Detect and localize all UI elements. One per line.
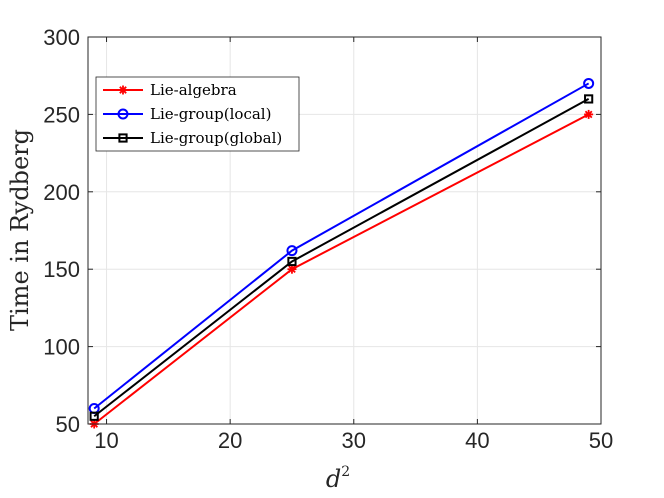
- square-marker: [287, 256, 297, 267]
- series-line: [93, 82, 590, 410]
- square-marker: [584, 94, 594, 104]
- legend-label: Lie-group(local): [150, 105, 271, 123]
- x-tick-label: 50: [589, 428, 613, 453]
- axis-ticks: 10 20 30 40 50 50 100 150 200 250 300: [43, 25, 613, 453]
- asterisk-marker: [287, 264, 297, 274]
- series: [89, 94, 594, 421]
- square-marker: [89, 411, 99, 421]
- asterisk-stroke: [584, 110, 593, 119]
- asterisk-marker: [118, 85, 128, 95]
- circle-marker: [583, 77, 595, 89]
- series: [88, 77, 595, 415]
- plot-frame: [87, 36, 602, 425]
- circle-marker: [286, 245, 298, 257]
- series-line: [93, 98, 590, 418]
- legend-item: Lie-group(global): [103, 129, 282, 147]
- y-tick-label: 300: [43, 25, 80, 50]
- y-tick-label: 50: [56, 412, 80, 437]
- y-tick-label: 200: [43, 180, 80, 205]
- asterisk-marker: [584, 109, 594, 119]
- legend-label: Lie-group(global): [150, 129, 282, 147]
- legend: Lie-algebra Lie-group(local) Lie-group(glo…: [95, 76, 300, 152]
- x-tick-label: 40: [465, 428, 489, 453]
- x-tick-label: 20: [218, 428, 242, 453]
- asterisk-stroke: [119, 86, 127, 94]
- asterisk-stroke: [288, 265, 296, 274]
- y-axis-label: Time in Rydberg: [6, 129, 34, 331]
- x-axis-label-superscript: 2: [341, 464, 350, 480]
- square-marker: [118, 133, 128, 143]
- x-axis-label-base: d: [326, 465, 341, 493]
- legend-item: Lie-group(local): [103, 105, 271, 123]
- legend-item: Lie-algebra: [103, 81, 237, 99]
- x-tick-label: 30: [342, 428, 366, 453]
- circle-marker: [117, 108, 129, 120]
- series-layer: [88, 77, 595, 429]
- legend-label: Lie-algebra: [150, 81, 237, 99]
- x-axis-label: d2: [326, 464, 350, 493]
- y-tick-label: 150: [43, 257, 80, 282]
- x-tick-label: 10: [94, 428, 118, 453]
- y-tick-label: 250: [43, 102, 80, 127]
- y-tick-label: 100: [43, 335, 80, 360]
